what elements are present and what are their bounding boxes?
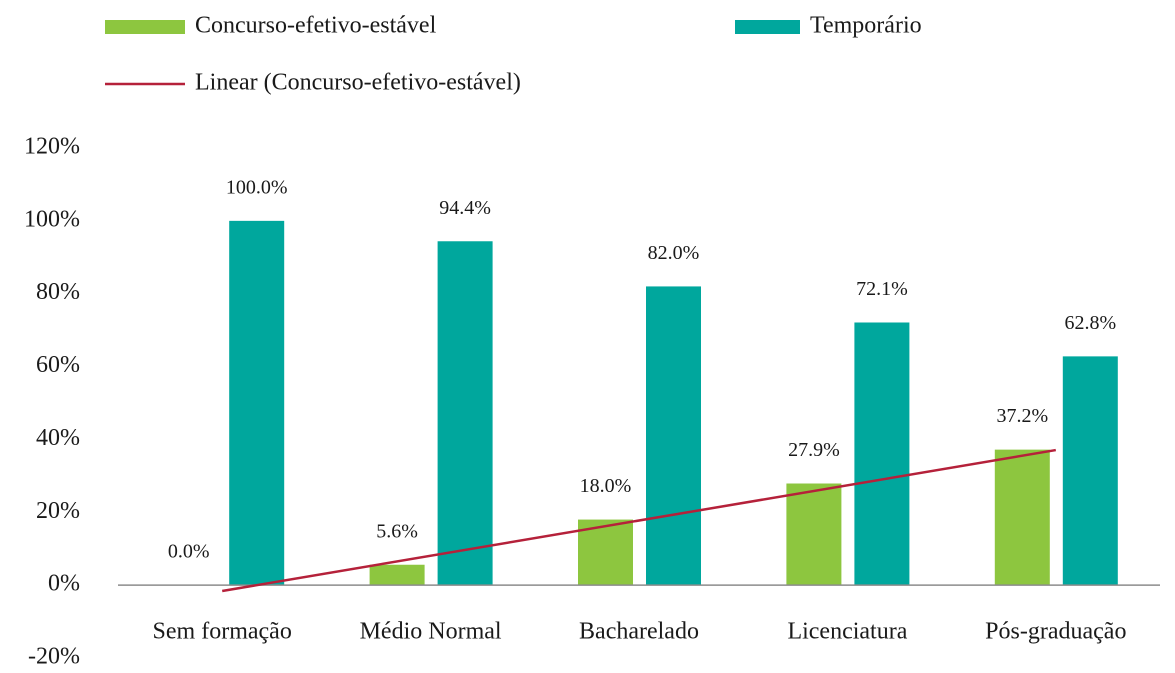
- bar: [786, 483, 842, 586]
- value-label: 62.8%: [1064, 312, 1116, 334]
- legend-swatch: [735, 20, 800, 34]
- y-tick-label: 80%: [36, 279, 80, 305]
- x-tick-label: Licenciatura: [787, 619, 907, 645]
- value-label: 0.0%: [168, 541, 210, 563]
- legend-label: Concurso-efetivo-estável: [195, 13, 437, 39]
- value-label: 100.0%: [226, 176, 288, 198]
- y-tick-label: 120%: [24, 134, 80, 160]
- legend-label: Linear (Concurso-efetivo-estável): [195, 70, 521, 96]
- bar: [1062, 356, 1118, 586]
- bar: [854, 322, 910, 586]
- x-tick-label: Bacharelado: [579, 619, 699, 645]
- bar: [994, 449, 1050, 586]
- bar: [437, 241, 493, 586]
- y-tick-label: -20%: [28, 644, 80, 670]
- y-tick-label: 100%: [24, 206, 80, 232]
- x-tick-label: Sem formação: [153, 619, 292, 645]
- value-label: 18.0%: [580, 475, 632, 497]
- y-tick-label: 40%: [36, 425, 80, 451]
- value-label: 37.2%: [996, 405, 1048, 427]
- x-tick-label: Médio Normal: [360, 619, 502, 645]
- y-tick-label: 0%: [48, 571, 80, 597]
- legend-label: Temporário: [810, 13, 922, 39]
- bar: [369, 564, 425, 586]
- bar: [646, 286, 701, 586]
- value-label: 72.1%: [856, 278, 908, 300]
- y-tick-label: 60%: [36, 352, 80, 378]
- value-label: 82.0%: [648, 242, 700, 264]
- bar: [229, 220, 285, 586]
- value-label: 5.6%: [376, 520, 418, 542]
- value-label: 27.9%: [788, 439, 840, 461]
- trendline: [221, 448, 1057, 593]
- value-label: 94.4%: [439, 197, 491, 219]
- x-tick-label: Pós-graduação: [985, 619, 1126, 645]
- legend-swatch: [105, 20, 185, 34]
- y-tick-label: 20%: [36, 498, 80, 524]
